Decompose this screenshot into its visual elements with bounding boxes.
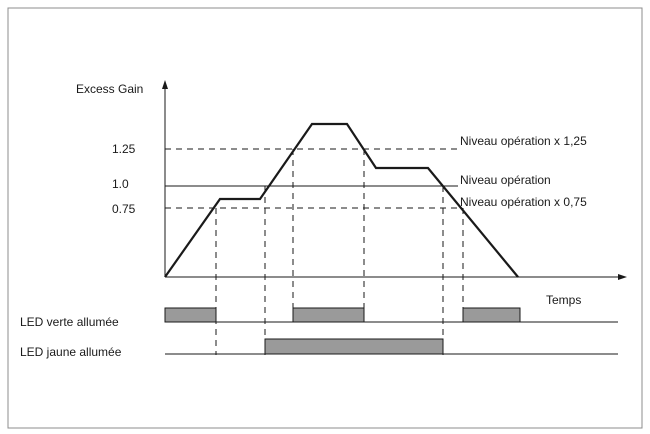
frame-border: [7, 7, 643, 429]
led-yellow-pulse: [264, 338, 444, 355]
y-axis-arrow: [162, 80, 168, 89]
x-axis-label: Temps: [546, 293, 581, 307]
led-green-pulse: [462, 307, 521, 323]
led-green-pulse: [292, 307, 365, 323]
led-yellow-label: LED jaune allumée: [20, 345, 122, 359]
excess-gain-curve: [164, 122, 519, 278]
y-axis-label: Excess Gain: [76, 82, 143, 96]
y-tick-075: 0.75: [112, 202, 136, 216]
y-tick-125: 1.25: [112, 142, 136, 156]
x-axis-arrow: [618, 274, 627, 280]
level-label-075: Niveau opération x 0,75: [460, 195, 587, 209]
level-label-100: Niveau opération: [460, 173, 551, 187]
led-green-pulse: [164, 307, 217, 323]
level-label-125: Niveau opération x 1,25: [460, 134, 587, 148]
led-green-label: LED verte allumée: [20, 315, 119, 329]
y-tick-100: 1.0: [112, 177, 129, 191]
